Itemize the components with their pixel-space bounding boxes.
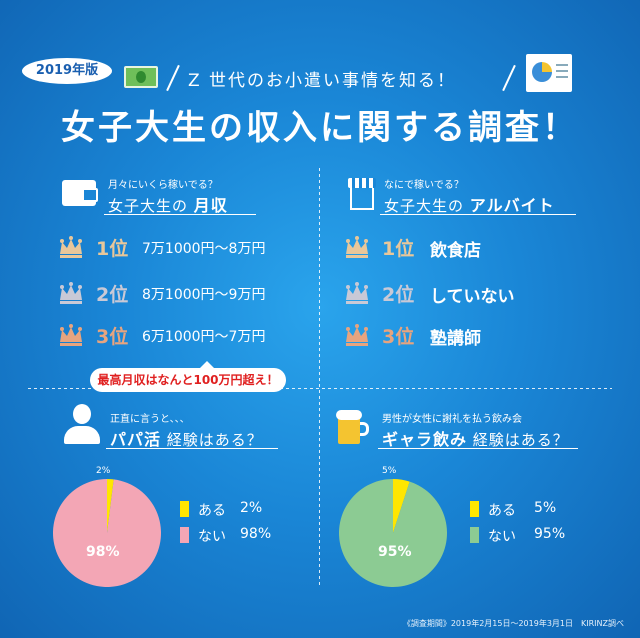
gyara-pie-slice-no [339, 479, 447, 587]
income-rank-3-label: 3位 [96, 326, 129, 348]
papa-large-pct-label: 98% [86, 544, 120, 560]
silver-crown-icon [346, 282, 368, 304]
papa-question: 正直に言うと、、、 [110, 414, 190, 425]
highlight-bubble: 最高月収はなんと100万円超え！ [90, 361, 286, 392]
papa-title-bold: パパ活 [110, 430, 162, 449]
gyara-pie-chart [339, 479, 447, 587]
income-rank-1-label: 1位 [96, 238, 129, 260]
gyara-legend-yes-label: ある [488, 503, 516, 519]
bronze-crown-icon [346, 324, 368, 346]
papa-title-suffix: 経験はある？ [166, 431, 263, 449]
gyara-small-pct-label: 5% [382, 466, 397, 476]
subtitle: Z 世代のお小遣い事情を知る！ [188, 71, 457, 91]
vertical-divider [319, 168, 320, 588]
shop-icon [348, 178, 376, 210]
income-title-underline [104, 214, 256, 215]
gyara-legend-no-value: 95% [534, 526, 566, 542]
divider-slash-left [166, 64, 180, 92]
job-rank-3-label: 3位 [382, 326, 415, 348]
money-icon [124, 66, 158, 88]
job-rank-2-value: していない [430, 287, 515, 307]
footer-note: 《調査期間》2019年2月15日〜2019年3月1日 KIRINZ調べ [402, 619, 624, 628]
gyara-title-bold: ギャラ飲み [382, 430, 468, 449]
income-title-prefix: 女子大生の [108, 197, 189, 215]
job-rank-1-label: 1位 [382, 238, 415, 260]
income-rank-2-label: 2位 [96, 284, 129, 306]
job-section-title: 女子大生の アルバイト [384, 192, 555, 216]
gyara-legend-no-label: ない [488, 529, 516, 545]
income-section-title: 女子大生の 月収 [108, 192, 228, 216]
papa-legend-yes-value: 2% [240, 500, 263, 516]
papa-title-underline [106, 448, 278, 449]
gyara-section-title: ギャラ飲み 経験はある？ [382, 426, 569, 450]
wallet-icon [62, 180, 98, 206]
papa-legend-no-value: 98% [240, 526, 272, 542]
divider-slash-right [502, 64, 516, 92]
job-rank-3-value: 塾講師 [430, 329, 481, 349]
papa-pie-slice-yes [107, 479, 114, 533]
gyara-legend-swatch-yes [470, 501, 479, 517]
income-question: 月々にいくら稼いでる？ [108, 180, 218, 191]
gyara-title-underline [378, 448, 578, 449]
bronze-crown-icon [60, 324, 82, 346]
papa-section-title: パパ活 経験はある？ [110, 426, 263, 450]
person-icon [62, 404, 102, 444]
job-rank-1-value: 飲食店 [430, 241, 481, 261]
gyara-legend-yes-value: 5% [534, 500, 557, 516]
job-title-bold: アルバイト [469, 196, 555, 215]
silver-crown-icon [60, 282, 82, 304]
papa-legend-no-label: ない [198, 529, 226, 545]
income-rank-3-value: 6万1000円〜7万円 [142, 329, 266, 345]
papa-legend-swatch-yes [180, 501, 189, 517]
chart-icon [526, 54, 572, 92]
papa-legend-swatch-no [180, 527, 189, 543]
gold-crown-icon [60, 236, 82, 258]
gyara-legend-swatch-no [470, 527, 479, 543]
job-title-underline [380, 214, 576, 215]
gold-crown-icon [346, 236, 368, 258]
income-title-bold: 月収 [193, 196, 228, 215]
papa-pie-slice-no [52, 479, 161, 587]
papa-small-pct-label: 2% [96, 466, 111, 476]
job-question: なにで稼いでる？ [384, 180, 464, 191]
beer-mug-icon [334, 408, 370, 444]
gyara-pie-slice-yes [393, 479, 410, 533]
gyara-question: 男性が女性に謝礼を払う飲み会 [382, 414, 522, 425]
page-title: 女子大生の収入に関する調査！ [61, 108, 579, 148]
income-rank-2-value: 8万1000円〜9万円 [142, 287, 266, 303]
horizontal-divider [28, 388, 612, 389]
papa-legend-yes-label: ある [198, 503, 226, 519]
gyara-large-pct-label: 95% [378, 544, 412, 560]
job-rank-2-label: 2位 [382, 284, 415, 306]
year-badge: 2019年版 [22, 58, 112, 84]
gyara-title-suffix: 経験はある？ [472, 431, 569, 449]
income-rank-1-value: 7万1000円〜8万円 [142, 241, 266, 257]
papa-pie-chart [52, 479, 161, 587]
job-title-prefix: 女子大生の [384, 197, 465, 215]
